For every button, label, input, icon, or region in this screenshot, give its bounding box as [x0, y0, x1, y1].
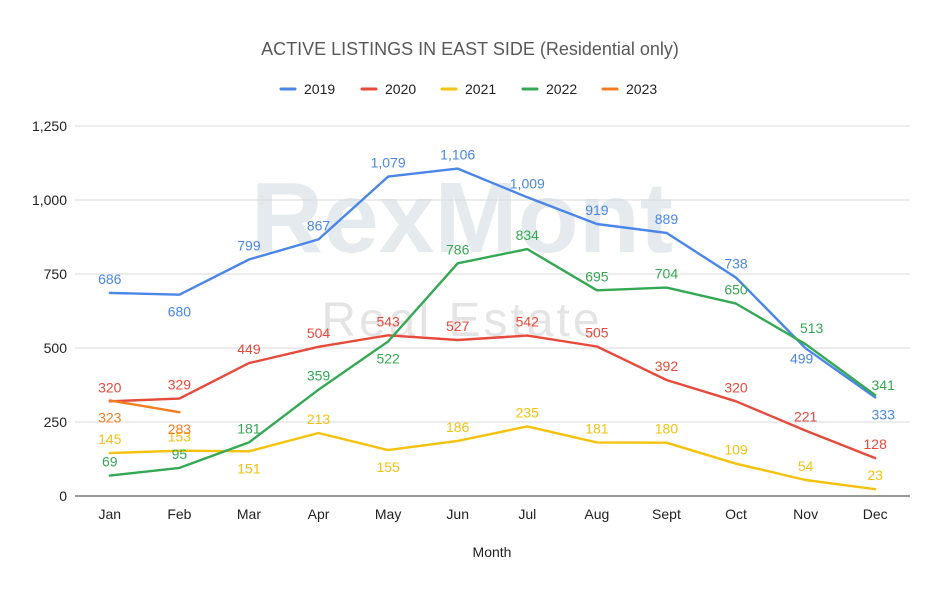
x-axis-title: Month [473, 544, 512, 560]
x-tick-label: Apr [308, 506, 330, 522]
data-label: 527 [446, 318, 470, 334]
x-tick-label: Feb [167, 506, 191, 522]
x-axis-ticks: Jan Feb Mar Apr May Jun Jul Aug Sept Oct Nov Dec [99, 506, 888, 522]
data-label: 323 [98, 409, 122, 425]
data-label: 341 [872, 377, 896, 393]
legend-label: 2022 [546, 81, 577, 97]
legend-item-2021: 2021 [440, 81, 496, 97]
legend-item-2023: 2023 [601, 81, 657, 97]
data-label: 320 [724, 379, 748, 395]
data-label: 145 [98, 431, 122, 447]
data-label: 919 [585, 202, 609, 218]
x-tick-label: Jul [518, 506, 536, 522]
chart-title: ACTIVE LISTINGS IN EAST SIDE (Residentia… [261, 39, 679, 59]
y-tick-label: 1,000 [32, 192, 67, 208]
data-label: 867 [307, 217, 331, 233]
data-label: 522 [376, 350, 400, 366]
data-label: 181 [237, 420, 261, 436]
watermark-brand-text: RexMont [251, 162, 673, 274]
y-tick-label: 1,250 [32, 118, 67, 134]
series-line-2023 [108, 399, 181, 414]
data-label: 392 [655, 358, 679, 374]
data-label: 1,009 [510, 175, 545, 191]
legend-item-2020: 2020 [360, 81, 416, 97]
x-tick-label: Jun [446, 506, 469, 522]
data-label: 650 [724, 282, 748, 298]
data-label: 695 [585, 268, 609, 284]
x-tick-label: Oct [725, 506, 747, 522]
legend-label: 2019 [304, 81, 335, 97]
data-label: 359 [307, 368, 331, 384]
data-label: 109 [724, 442, 748, 458]
data-label: 449 [237, 341, 261, 357]
data-label: 704 [655, 266, 679, 282]
data-label: 320 [98, 379, 122, 395]
x-tick-label: Jan [99, 506, 122, 522]
series-lines [108, 167, 877, 491]
data-label: 738 [724, 256, 748, 272]
data-label: 505 [585, 325, 609, 341]
x-tick-label: Dec [863, 506, 888, 522]
data-label: 1,079 [371, 155, 406, 171]
y-tick-label: 250 [44, 414, 68, 430]
data-label: 221 [794, 409, 818, 425]
data-label: 128 [864, 436, 888, 452]
data-label: 329 [168, 377, 192, 393]
data-label: 181 [585, 420, 609, 436]
series-line-2021 [108, 425, 877, 491]
data-label: 333 [872, 406, 896, 422]
data-label: 889 [655, 211, 679, 227]
data-label: 504 [307, 325, 331, 341]
x-tick-label: Mar [237, 506, 261, 522]
y-tick-label: 750 [44, 266, 68, 282]
series-line-2022 [108, 247, 877, 477]
x-tick-label: Aug [584, 506, 609, 522]
series-line-2020 [108, 334, 877, 460]
data-label: 180 [655, 421, 679, 437]
y-tick-label: 0 [59, 488, 67, 504]
data-label: 54 [798, 458, 814, 474]
data-label: 499 [790, 350, 814, 366]
data-label: 186 [446, 419, 470, 435]
data-label: 95 [172, 446, 188, 462]
data-label: 235 [516, 404, 540, 420]
legend-label: 2020 [385, 81, 416, 97]
data-label: 1,106 [440, 147, 475, 163]
data-label: 680 [168, 304, 192, 320]
data-labels: 686 680 799 867 1,079 1,106 1,009 919 889 738 499 3… [98, 147, 895, 484]
series-line-2019 [108, 167, 877, 399]
data-label: 543 [376, 313, 400, 329]
data-label: 23 [867, 467, 883, 483]
y-axis-ticks: 0 250 500 750 1,000 1,250 [32, 118, 67, 504]
data-label: 151 [237, 460, 261, 476]
data-label: 786 [446, 241, 470, 257]
data-label: 283 [168, 421, 192, 437]
x-tick-label: Sept [652, 506, 681, 522]
legend-item-2022: 2022 [521, 81, 577, 97]
gridlines [75, 125, 910, 497]
data-label: 153 [168, 429, 192, 445]
y-tick-label: 500 [44, 340, 68, 356]
data-label: 513 [800, 320, 824, 336]
legend: 2019 2020 2021 2022 2023 [279, 81, 657, 97]
data-label: 542 [516, 314, 540, 330]
data-label: 799 [237, 237, 261, 253]
legend-label: 2023 [626, 81, 657, 97]
data-label: 213 [307, 411, 331, 427]
data-label: 155 [376, 459, 400, 475]
data-label: 686 [98, 271, 122, 287]
watermark-logo: RexMont Real Estate [251, 162, 673, 347]
x-tick-label: May [375, 506, 401, 522]
legend-item-2019: 2019 [279, 81, 335, 97]
data-label: 69 [102, 454, 118, 470]
data-label: 834 [516, 227, 540, 243]
legend-label: 2021 [465, 81, 496, 97]
x-tick-label: Nov [793, 506, 818, 522]
